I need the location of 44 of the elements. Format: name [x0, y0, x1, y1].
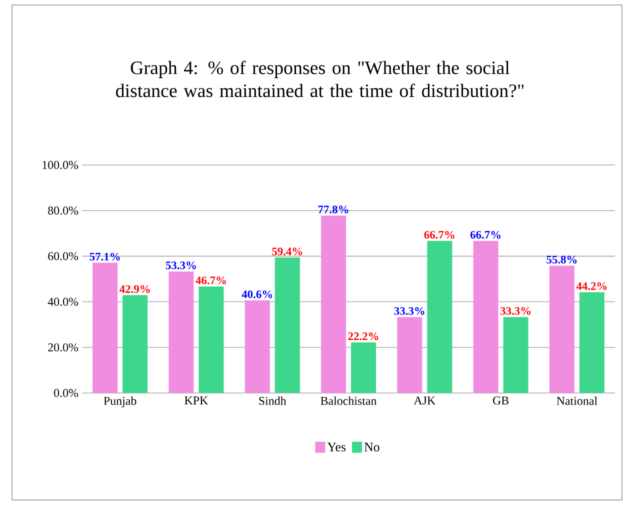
bar — [198, 286, 224, 393]
data-label: 33.3% — [394, 307, 424, 315]
data-label: 55.8% — [546, 256, 577, 264]
bar — [122, 295, 148, 393]
x-tick-label: Sindh — [259, 396, 286, 405]
data-label: 77.8% — [318, 206, 348, 214]
data-label: 33.3% — [500, 307, 530, 315]
chart-title: Graph 4: % of responses on "Whether the social distance was maintained at the time of distribution?" — [116, 60, 524, 98]
data-label: 42.9% — [119, 285, 150, 293]
bar — [168, 271, 194, 393]
bar — [244, 300, 270, 393]
y-tick-label: 40.0% — [48, 298, 78, 306]
x-tick-label: Balochistan — [320, 396, 377, 405]
y-tick-label: 100.0% — [42, 160, 78, 170]
x-tick-label: KPK — [184, 396, 208, 404]
bar — [351, 342, 376, 393]
data-label: 46.7% — [196, 276, 226, 284]
bar — [549, 266, 574, 393]
bar — [503, 317, 528, 393]
bar — [397, 317, 422, 393]
bar — [92, 262, 118, 393]
data-label: 22.2% — [348, 332, 378, 340]
legend-label: Yes — [327, 442, 346, 452]
bar — [579, 292, 604, 393]
bar — [321, 216, 346, 393]
data-label: 66.7% — [424, 230, 454, 239]
data-label: 66.7% — [470, 230, 500, 239]
data-label: 57.1% — [90, 252, 120, 261]
y-tick-label: 0.0% — [54, 388, 78, 398]
x-tick-label: GB — [492, 396, 509, 405]
bar — [274, 258, 300, 393]
x-tick-label: Punjab — [104, 396, 136, 408]
x-tick-label: National — [556, 396, 598, 405]
bar — [473, 240, 498, 393]
data-label: 40.6% — [242, 290, 272, 298]
y-tick-label: 20.0% — [48, 343, 78, 352]
x-tick-label: AJK — [414, 396, 436, 405]
data-label: 44.2% — [576, 282, 607, 290]
bar — [427, 240, 452, 393]
y-tick-label: 60.0% — [48, 252, 78, 260]
data-label: 53.3% — [166, 261, 196, 270]
data-label: 59.4% — [272, 248, 302, 256]
y-tick-label: 80.0% — [48, 206, 78, 215]
legend-label: No — [364, 442, 380, 452]
